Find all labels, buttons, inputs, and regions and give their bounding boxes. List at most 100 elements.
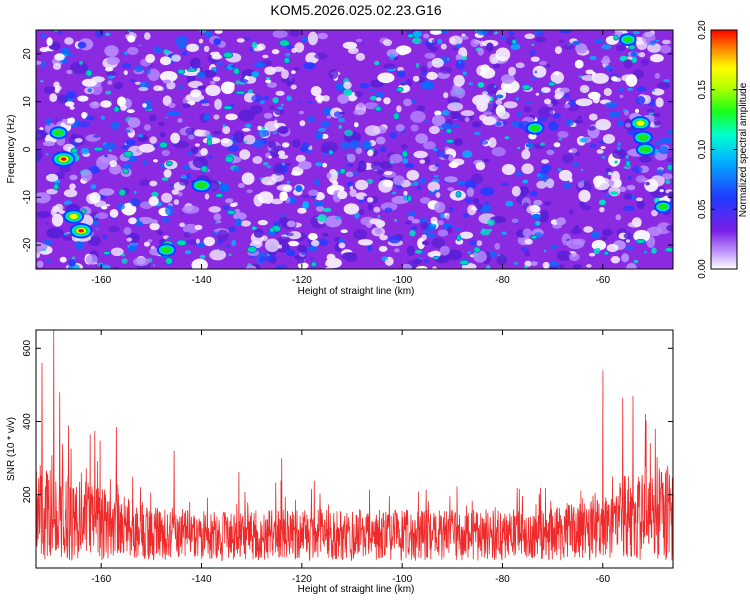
spectrogram-blob xyxy=(522,179,529,184)
spectrogram-blob xyxy=(121,202,137,216)
spectrogram-blob xyxy=(361,42,365,45)
spectrogram-blob xyxy=(299,101,303,104)
spectrogram-blob xyxy=(447,102,464,112)
spectrogram-blob xyxy=(267,141,277,149)
spectrogram-blob xyxy=(274,119,278,125)
spectrogram-blob xyxy=(585,69,594,75)
spectrogram-blob xyxy=(602,228,613,237)
spectrogram-blob xyxy=(144,32,151,40)
spectrogram-blob xyxy=(476,240,483,247)
spectrogram-blob xyxy=(654,72,661,79)
spectrogram-blob xyxy=(163,49,170,55)
spectrogram-blob xyxy=(384,171,393,176)
spectrogram-blob xyxy=(235,90,246,95)
spectrogram-x-tick-label: -140 xyxy=(192,275,212,286)
spectrogram-blob xyxy=(638,52,646,58)
spectrogram-blob xyxy=(280,213,284,218)
spectrogram-blob xyxy=(635,238,646,244)
spectrogram-blob xyxy=(388,235,401,244)
spectrogram-blob xyxy=(225,198,234,204)
spectrogram-blob xyxy=(601,236,608,241)
spectrogram-blob xyxy=(517,147,521,150)
spectrogram-blob xyxy=(359,82,370,89)
spectrogram-blob xyxy=(282,142,290,148)
spectrogram-blob xyxy=(161,177,169,181)
spectrogram-blob xyxy=(550,71,564,84)
spectrogram-blob xyxy=(257,125,262,131)
spectrogram-blob xyxy=(278,216,289,226)
spectrogram-blob xyxy=(164,116,168,119)
spectrogram-blob xyxy=(577,181,585,188)
spectrogram-blob xyxy=(65,91,77,99)
spectrogram-blob xyxy=(568,209,574,215)
spectrogram-blob xyxy=(126,109,135,113)
spectrogram-blob xyxy=(456,234,462,242)
spectrogram-blob xyxy=(60,47,70,56)
spectrogram-blob xyxy=(208,179,220,192)
spectrogram-blob xyxy=(42,141,55,147)
spectrogram-blob xyxy=(251,226,256,230)
spectrogram-blob xyxy=(557,131,569,139)
spectrogram-blob xyxy=(380,160,392,170)
spectrogram-blob xyxy=(321,133,329,139)
spectrogram-blob xyxy=(105,33,109,36)
spectrogram-blob xyxy=(528,133,537,140)
spectrogram-blob xyxy=(473,250,487,263)
spectrogram-blob xyxy=(63,189,78,198)
spectrogram-blob xyxy=(40,61,46,68)
spectrogram-blob xyxy=(190,89,202,98)
spectrogram-blob xyxy=(297,262,309,269)
spectrogram-blob xyxy=(424,52,436,59)
spectrogram-hotspot xyxy=(525,121,545,135)
spectrogram-blob xyxy=(233,67,240,76)
spectrogram-blob xyxy=(479,139,489,145)
snr-x-tick-label: -80 xyxy=(495,574,510,585)
spectrogram-blob xyxy=(432,166,439,169)
spectrogram-blob xyxy=(534,70,538,74)
spectrogram-blob xyxy=(297,207,307,214)
spectrogram-blob xyxy=(213,213,222,221)
spectrogram-blob xyxy=(466,187,474,197)
spectrogram-blob xyxy=(511,186,521,197)
spectrogram-blob xyxy=(639,155,652,163)
spectrogram-blob xyxy=(623,59,633,69)
spectrogram-blob xyxy=(431,223,437,227)
spectrogram-blob xyxy=(655,39,660,42)
spectrogram-blob xyxy=(609,110,621,119)
spectrogram-blob xyxy=(636,86,647,93)
spectrogram-blob xyxy=(623,232,634,240)
spectrogram-blob xyxy=(632,31,640,35)
spectrogram-blob xyxy=(229,203,237,207)
snr-panel: -160 -140 -120 -100 -80 -60 200 400 600 Height … xyxy=(6,329,674,595)
spectrogram-blob xyxy=(128,217,137,225)
spectrogram-blob xyxy=(106,56,120,65)
spectrogram-blob xyxy=(449,37,456,44)
spectrogram-blob xyxy=(625,155,629,159)
spectrogram-blob xyxy=(337,190,348,200)
spectrogram-blob xyxy=(491,91,497,94)
spectrogram-blob xyxy=(420,80,435,91)
spectrogram-blob xyxy=(357,102,364,108)
spectrogram-blob xyxy=(134,190,137,194)
spectrogram-blob xyxy=(667,129,673,135)
colorbar: 0.00 0.05 0.10 0.15 0.20 Normalized spectral… xyxy=(697,20,749,279)
spectrogram-blob xyxy=(244,140,248,143)
spectrogram-blob xyxy=(224,155,234,164)
spectrogram-blob xyxy=(610,256,621,264)
spectrogram-blob xyxy=(138,86,149,92)
spectrogram-blob xyxy=(308,189,319,196)
spectrogram-blob xyxy=(163,79,172,84)
spectrogram-blob xyxy=(147,239,153,243)
spectrogram-blob xyxy=(636,197,643,202)
spectrogram-blob xyxy=(441,30,449,34)
spectrogram-blob xyxy=(286,180,290,184)
spectrogram-blob xyxy=(591,73,609,84)
spectrogram-blob xyxy=(200,165,209,173)
spectrogram-blob xyxy=(460,35,469,40)
spectrogram-blob xyxy=(283,57,291,64)
snr-x-axis: -160 -140 -120 -100 -80 -60 xyxy=(91,330,610,585)
spectrogram-blob xyxy=(266,165,272,169)
spectrogram-blob xyxy=(434,110,442,116)
spectrogram-blob xyxy=(118,188,127,197)
spectrogram-blob xyxy=(185,173,192,179)
